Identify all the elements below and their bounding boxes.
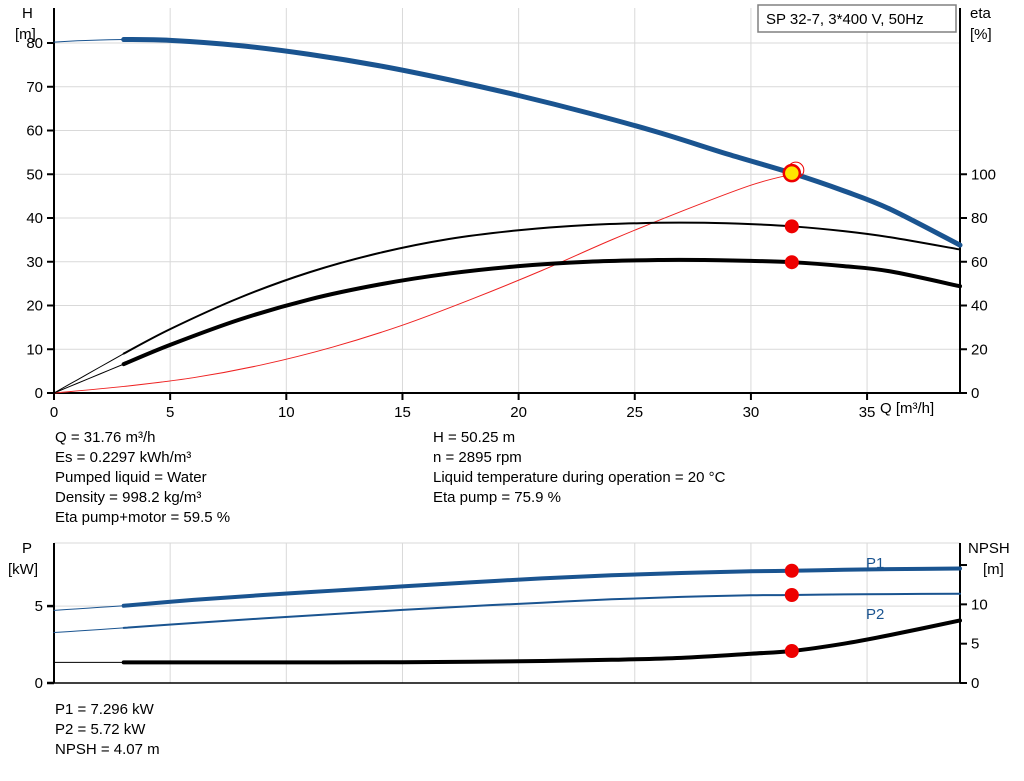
bottom-y-left-title-line1: P	[22, 540, 32, 557]
curve-h-head-thick	[121, 37, 963, 248]
tick-label-left: 70	[26, 79, 43, 96]
info-line: n = 2895 rpm	[433, 449, 522, 466]
title-box-label: SP 32-7, 3*400 V, 50Hz	[766, 11, 924, 28]
tick-label-left: 0	[35, 385, 43, 402]
tick-label-right: 0	[971, 385, 979, 402]
curve-eta-pump-motor-upper-black-thick	[122, 221, 961, 355]
top-chart-gridlines	[53, 8, 960, 394]
curve-p1-thin-extension	[53, 605, 125, 611]
info-line: Eta pump+motor = 59.5 %	[55, 509, 231, 526]
operating-data-left-column: Q = 31.76 m³/h Es = 0.2297 kWh/m³ Pumped…	[55, 428, 230, 528]
tick-label-left: 5	[35, 598, 43, 615]
tick-label-right: 80	[971, 210, 988, 227]
head-eta-chart-svg: 0 10 20 30 40 50 60 70 80 0 20 40 60 80 100 0 5 10 15 20 25 3…	[15, 4, 996, 421]
top-y-left-title-line2: [m]	[15, 26, 36, 43]
bottom-chart-ticks: 0 5 0 5 10	[35, 564, 988, 692]
head-eta-chart: 0 10 20 30 40 50 60 70 80 0 20 40 60 80 100 0 5 10 15 20 25 3…	[15, 4, 996, 421]
top-y-left-title-line1: H	[22, 5, 33, 22]
bottom-chart-curves	[53, 566, 962, 665]
power-npsh-left-column: P1 = 7.296 kW P2 = 5.72 kW NPSH = 4.07 m	[55, 700, 160, 760]
curve-eta-pump-thin-curve	[53, 173, 793, 394]
info-line: P2 = 5.72 kW	[55, 721, 146, 738]
info-line: Eta pump = 75.9 %	[433, 489, 561, 506]
info-line: H = 50.25 m	[433, 429, 516, 446]
top-y-right-title-line2: [%]	[970, 26, 992, 43]
duty-point-head	[782, 163, 802, 183]
bottom-y-left-title-line2: [kW]	[8, 561, 38, 578]
tick-label-right: 40	[971, 298, 988, 315]
tick-label-left: 80	[26, 35, 43, 52]
tick-label-x: 35	[859, 404, 876, 421]
tick-label-right: 0	[971, 675, 979, 692]
duty-point-p1	[784, 563, 799, 578]
operating-data-right-column: H = 50.25 m n = 2895 rpm Liquid temperat…	[433, 428, 725, 508]
tick-label-left: 40	[26, 210, 43, 227]
title-box: SP 32-7, 3*400 V, 50Hz	[757, 4, 957, 33]
curve-eta-pump-motor-upper-black-thin-start	[53, 353, 125, 394]
power-npsh-chart-svg: 0 5 0 5 10 P [kW] NPSH [m] P1 P2	[8, 540, 1010, 692]
tick-label-left: 10	[26, 341, 43, 358]
bottom-chart-duty-markers	[784, 563, 799, 658]
tick-label-right: 100	[971, 166, 996, 183]
tick-label-left: 0	[35, 675, 43, 692]
curve-eta-pump-lower-black-thick	[121, 257, 962, 367]
info-line: P1 = 7.296 kW	[55, 701, 154, 718]
bottom-y-right-title-line1: NPSH	[968, 540, 1010, 557]
info-line: Density = 998.2 kg/m³	[55, 489, 202, 506]
tick-label-right: 20	[971, 341, 988, 358]
power-npsh-data-text: P1 = 7.296 kW P2 = 5.72 kW NPSH = 4.07 m	[0, 700, 1024, 770]
info-line: Es = 0.2297 kWh/m³	[55, 449, 192, 466]
tick-label-right: 10	[971, 596, 988, 613]
tick-label-x: 25	[626, 404, 643, 421]
tick-label-x: 30	[743, 404, 760, 421]
curve-label-p1: P1	[866, 555, 884, 572]
top-y-right-title-line1: eta	[970, 5, 992, 22]
curve-p1	[121, 566, 962, 608]
tick-label-left: 20	[26, 298, 43, 315]
power-npsh-chart: 0 5 0 5 10 P [kW] NPSH [m] P1 P2	[0, 535, 1024, 695]
duty-point-eta-pump	[784, 255, 799, 270]
tick-label-x: 10	[278, 404, 295, 421]
tick-label-x: 5	[166, 404, 174, 421]
top-x-axis-title: Q [m³/h]	[880, 400, 934, 417]
operating-data-text: Q = 31.76 m³/h Es = 0.2297 kWh/m³ Pumped…	[0, 428, 1024, 533]
curve-p2	[122, 592, 961, 629]
info-line: Pumped liquid = Water	[55, 469, 207, 486]
info-line: Liquid temperature during operation = 20…	[433, 469, 726, 486]
info-line: Q = 31.76 m³/h	[55, 429, 156, 446]
duty-point-npsh	[784, 643, 799, 658]
curve-label-p2: P2	[866, 606, 884, 623]
bottom-y-right-title-line2: [m]	[983, 561, 1004, 578]
tick-label-right: 60	[971, 254, 988, 271]
curve-p2-thin-extension	[53, 627, 125, 634]
curve-h-head-thin-extension	[53, 39, 125, 43]
tick-label-x: 20	[510, 404, 527, 421]
tick-label-left: 30	[26, 254, 43, 271]
top-chart-duty-markers	[782, 161, 805, 270]
top-chart-curves	[53, 37, 963, 394]
tick-label-left: 50	[26, 166, 43, 183]
curve-npsh	[121, 618, 962, 665]
top-chart-ticks: 0 10 20 30 40 50 60 70 80 0 20 40 60 80 100 0 5 10 15 20 25 3…	[26, 35, 996, 421]
duty-point-eta-pump-motor	[784, 219, 799, 234]
tick-label-right: 5	[971, 636, 979, 653]
tick-label-x: 15	[394, 404, 411, 421]
tick-label-left: 60	[26, 123, 43, 140]
title-box-frame	[757, 4, 957, 33]
duty-point-p2	[784, 588, 799, 602]
info-line: NPSH = 4.07 m	[55, 741, 160, 758]
curve-eta-pump-lower-black-thin-start	[53, 363, 125, 394]
tick-label-x: 0	[50, 404, 58, 421]
